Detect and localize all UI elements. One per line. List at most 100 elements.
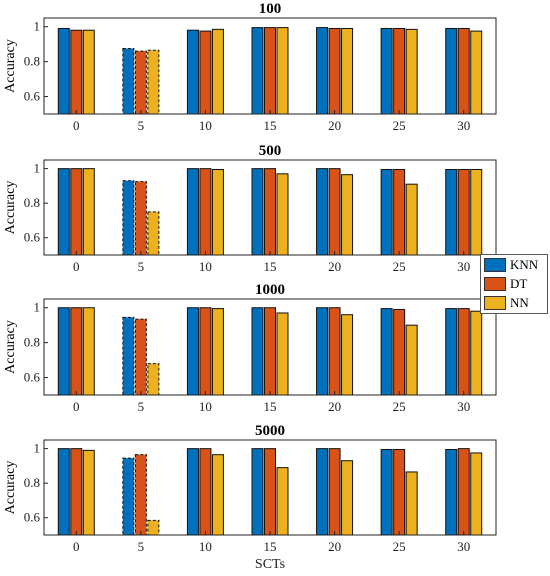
- bar-dt-25: [393, 308, 406, 396]
- bar-knn-10: [186, 29, 199, 115]
- axes-box: [43, 17, 497, 115]
- y-tick-label: 0.6: [24, 230, 41, 245]
- x-tick-label: 25: [393, 259, 406, 274]
- bar-dt-30: [457, 169, 470, 256]
- bar-knn-20: [316, 27, 329, 115]
- legend-swatch-dt: [484, 276, 506, 291]
- bar-nn-30: [470, 169, 483, 256]
- x-tick-label: 0: [73, 259, 80, 274]
- bar-nn-10: [211, 308, 224, 396]
- bar-nn-30: [470, 310, 483, 396]
- panel-title: 500: [259, 143, 282, 159]
- bar-knn-20: [316, 307, 329, 396]
- bar-knn-5: [122, 316, 135, 396]
- bar-knn-30: [445, 308, 458, 396]
- bar-dt-10: [199, 307, 212, 396]
- bar-nn-25: [405, 324, 418, 396]
- panel-title: 1000: [255, 282, 285, 298]
- bar-nn-20: [341, 314, 354, 396]
- bar-nn-0: [82, 449, 95, 536]
- bar-dt-15: [264, 27, 276, 115]
- panel-title: 100: [259, 1, 282, 17]
- y-tick-label: 0.6: [24, 89, 41, 104]
- bar-dt-15: [264, 307, 276, 396]
- bar-knn-5: [122, 48, 135, 115]
- bar-nn-0: [82, 29, 95, 115]
- legend-item-dt: DT: [481, 274, 547, 293]
- legend-label-knn: KNN: [510, 256, 539, 272]
- x-tick-label: 5: [138, 118, 145, 133]
- x-tick-label: 10: [199, 118, 212, 133]
- bar-knn-25: [380, 169, 393, 256]
- y-tick-label: 0.6: [24, 510, 41, 525]
- y-tick-label: 0.6: [24, 370, 41, 385]
- x-tick-label: 30: [457, 259, 470, 274]
- bar-knn-20: [316, 448, 329, 536]
- panel-1000: 1000 0 5 10 15 20 25 30 0.6 0.8 1 Accuracy: [3, 282, 497, 414]
- bar-nn-15: [276, 467, 289, 536]
- x-axis-label: SCTs: [255, 557, 285, 572]
- bar-knn-30: [445, 169, 458, 256]
- axes-box: [43, 439, 497, 536]
- legend: KNN DT NN: [480, 254, 548, 314]
- bar-dt-25: [393, 27, 406, 115]
- bar-nn-25: [405, 471, 418, 536]
- x-tick-label: 0: [73, 539, 80, 554]
- x-tick-label: 10: [199, 259, 212, 274]
- bar-knn-0: [57, 168, 70, 256]
- bar-nn-5: [147, 211, 160, 256]
- x-tick-label: 20: [328, 118, 341, 133]
- bar-dt-30: [457, 308, 470, 396]
- bar-dt-5: [134, 318, 147, 396]
- bar-nn-5: [147, 363, 160, 396]
- x-tick-label: 0: [73, 399, 80, 414]
- bar-dt-0: [70, 168, 83, 256]
- bar-dt-30: [457, 27, 470, 115]
- bar-knn-5: [122, 457, 135, 536]
- bar-dt-30: [457, 448, 470, 536]
- bar-nn-10: [211, 28, 224, 115]
- bar-nn-0: [82, 168, 95, 256]
- y-axis-label: Accuracy: [3, 39, 18, 93]
- y-axis-label: Accuracy: [3, 181, 18, 235]
- bar-dt-10: [199, 30, 212, 115]
- bar-nn-25: [405, 183, 418, 256]
- axes-box: [43, 298, 497, 396]
- bar-nn-30: [470, 30, 483, 115]
- y-tick-label: 1: [34, 300, 41, 315]
- bar-knn-30: [445, 27, 458, 115]
- x-tick-label: 25: [393, 399, 406, 414]
- y-tick-label: 0.8: [24, 475, 40, 490]
- y-tick-label: 0.8: [24, 335, 40, 350]
- y-tick-label: 1: [34, 19, 41, 34]
- bar-dt-20: [328, 27, 341, 115]
- bar-dt-0: [70, 29, 83, 115]
- bar-dt-25: [393, 169, 406, 256]
- x-tick-label: 30: [457, 118, 470, 133]
- bar-knn-10: [186, 168, 199, 256]
- y-tick-label: 0.8: [24, 54, 40, 69]
- bar-dt-5: [134, 454, 147, 536]
- panel-100: 100 0 5 10 15 20 25 30 0.6 0.8 1 Accuracy: [3, 1, 497, 133]
- x-tick-label: 20: [328, 539, 341, 554]
- panel-5000: 5000 0 5 10 15 20 25 30 0.6 0.8 1 Accuracy SCTs: [3, 423, 497, 572]
- x-tick-label: 5: [138, 539, 145, 554]
- bar-knn-0: [57, 27, 70, 115]
- bar-nn-20: [341, 174, 354, 256]
- bar-dt-10: [199, 448, 212, 536]
- bar-knn-25: [380, 308, 393, 396]
- bar-knn-0: [57, 448, 70, 536]
- x-tick-label: 15: [264, 539, 277, 554]
- x-tick-label: 10: [199, 539, 212, 554]
- bar-knn-15: [251, 168, 264, 256]
- bar-knn-25: [380, 449, 393, 536]
- bar-dt-15: [264, 448, 276, 536]
- bar-nn-5: [147, 519, 160, 536]
- x-tick-label: 15: [264, 399, 277, 414]
- bar-nn-10: [211, 169, 224, 256]
- bar-nn-25: [405, 28, 418, 115]
- bar-knn-10: [186, 307, 199, 396]
- legend-swatch-knn: [484, 257, 506, 272]
- panel-500: 500 0 5 10 15 20 25 30 0.6 0.8 1 Accuracy: [3, 143, 497, 274]
- x-tick-label: 0: [73, 118, 80, 133]
